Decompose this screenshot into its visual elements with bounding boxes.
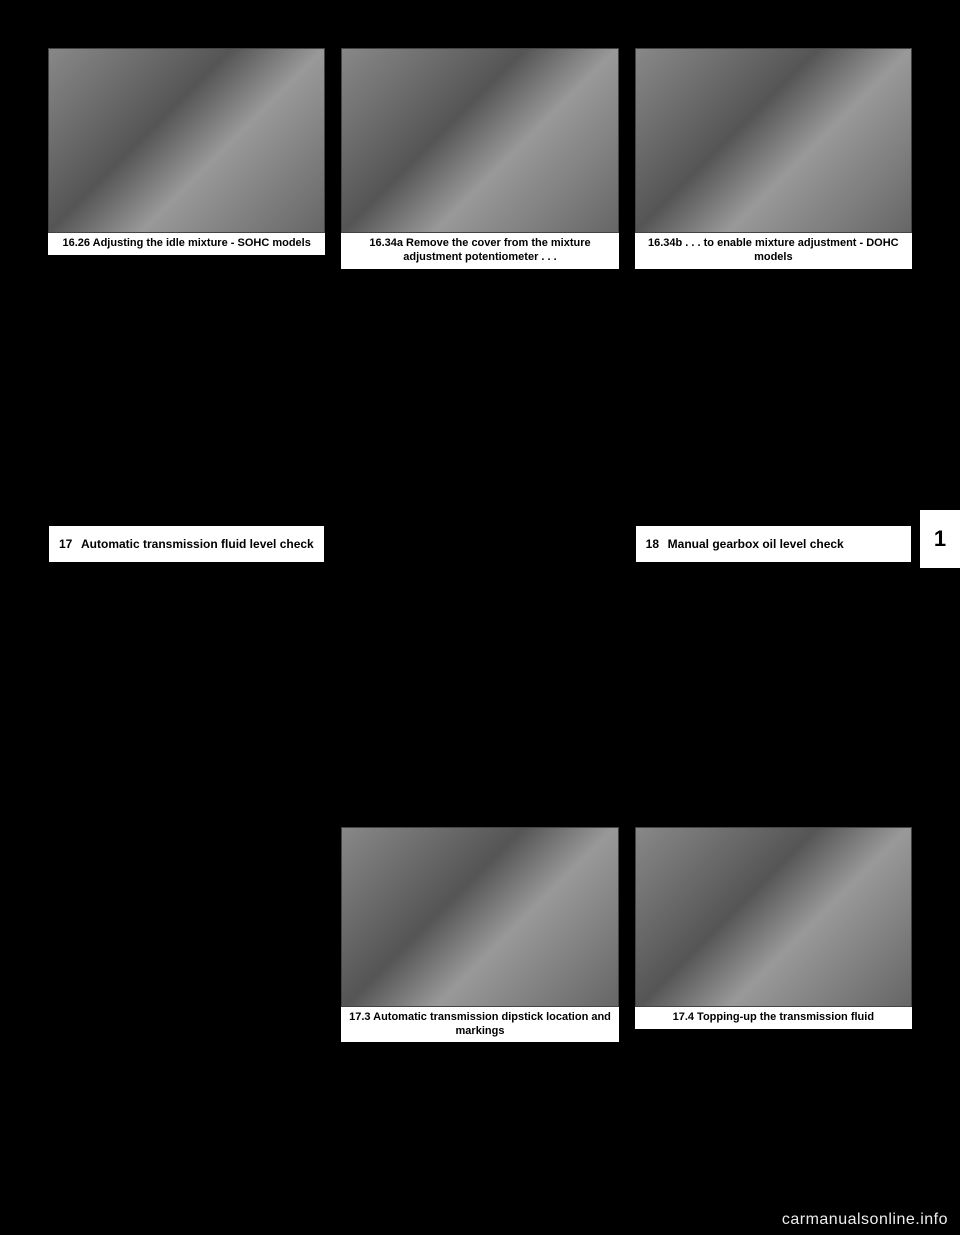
section-heading-17: 17 Automatic transmission fluid level ch…: [48, 525, 325, 563]
figure-image: [341, 48, 618, 233]
section-number: 18: [646, 536, 668, 552]
figure-caption: 16.34a Remove the cover from the mixture…: [341, 233, 618, 269]
bottom-figure-row: 17.3 Automatic transmission dipstick loc…: [48, 827, 912, 1043]
column-right: 18 Manual gearbox oil level check: [635, 281, 912, 815]
figure-16-34b: 16.34b . . . to enable mixture adjustmen…: [635, 48, 912, 269]
figure-17-4: 17.4 Topping-up the transmission fluid: [635, 827, 912, 1043]
figure-caption: 16.26 Adjusting the idle mixture - SOHC …: [48, 233, 325, 255]
figure-image: [341, 827, 618, 1007]
bottom-spacer: [48, 827, 325, 1043]
body-columns: 17 Automatic transmission fluid level ch…: [48, 281, 912, 815]
page-tab-number: 1: [934, 526, 946, 552]
figure-17-3: 17.3 Automatic transmission dipstick loc…: [341, 827, 618, 1043]
watermark: carmanualsonline.info: [782, 1211, 948, 1229]
column-middle: [341, 281, 618, 815]
figure-caption: 16.34b . . . to enable mixture adjustmen…: [635, 233, 912, 269]
figure-16-26: 16.26 Adjusting the idle mixture - SOHC …: [48, 48, 325, 269]
figure-image: [635, 827, 912, 1007]
top-figure-row: 16.26 Adjusting the idle mixture - SOHC …: [48, 48, 912, 269]
page-tab: 1: [920, 510, 960, 568]
figure-caption: 17.3 Automatic transmission dipstick loc…: [341, 1007, 618, 1043]
section-number: 17: [59, 536, 81, 552]
section-title: Automatic transmission fluid level check: [81, 536, 314, 552]
column-left: 17 Automatic transmission fluid level ch…: [48, 281, 325, 815]
section-title: Manual gearbox oil level check: [668, 536, 901, 552]
figure-caption: 17.4 Topping-up the transmission fluid: [635, 1007, 912, 1029]
figure-image: [635, 48, 912, 233]
section-heading-18: 18 Manual gearbox oil level check: [635, 525, 912, 563]
manual-page: 16.26 Adjusting the idle mixture - SOHC …: [48, 48, 912, 1042]
figure-image: [48, 48, 325, 233]
figure-16-34a: 16.34a Remove the cover from the mixture…: [341, 48, 618, 269]
